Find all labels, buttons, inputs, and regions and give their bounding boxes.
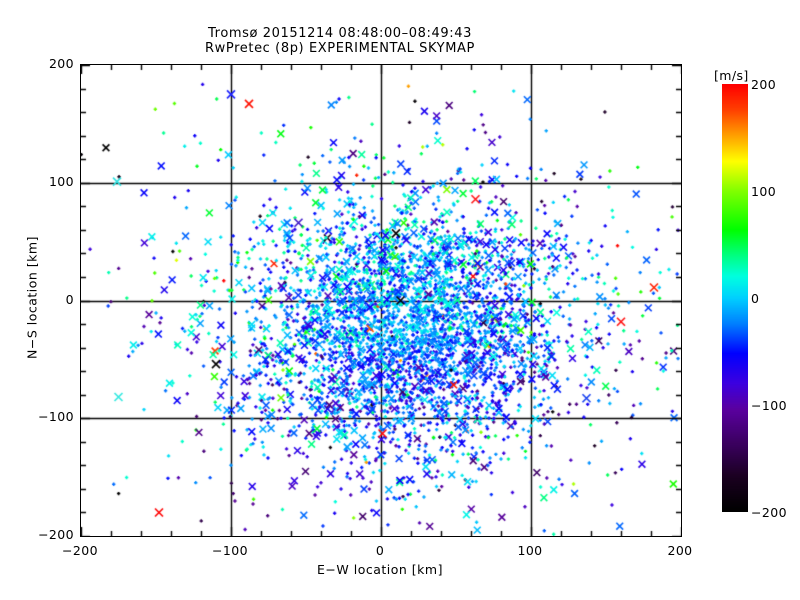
y-tick-label: 0 (65, 291, 74, 307)
colorbar-tick-label: −100 (751, 398, 787, 413)
colorbar-tick-label: 0 (751, 291, 760, 306)
y-axis-title: N−S location [km] (24, 236, 40, 359)
title-line-1: Tromsø 20151214 08:48:00–08:49:43 (208, 26, 472, 41)
y-tick-label: 100 (48, 173, 74, 189)
y-tick-label: −100 (38, 409, 74, 425)
y-tick-label: 200 (48, 56, 74, 71)
colorbar-tick-label: −200 (751, 505, 787, 520)
colorbar (722, 84, 748, 512)
x-tick-label: 0 (375, 543, 385, 558)
scatter-canvas (81, 65, 681, 536)
x-tick-label: −200 (62, 543, 98, 558)
y-tick-label: −200 (38, 527, 74, 542)
x-tick-label: 100 (517, 543, 543, 558)
colorbar-gradient (722, 84, 748, 512)
plot-area (80, 64, 682, 537)
title-line-2: RwPretec (8p) EXPERIMENTAL SKYMAP (205, 41, 475, 56)
x-tick-label: 200 (667, 543, 693, 558)
figure-title: Tromsø 20151214 08:48:00–08:49:43 RwPret… (0, 26, 680, 56)
x-tick-label: −100 (212, 543, 248, 558)
colorbar-tick-label: 100 (751, 184, 777, 199)
colorbar-tick-label: 200 (751, 77, 777, 92)
x-axis-title: E−W location [km] (317, 562, 443, 577)
colorbar-unit-label: [m/s] (714, 68, 749, 83)
